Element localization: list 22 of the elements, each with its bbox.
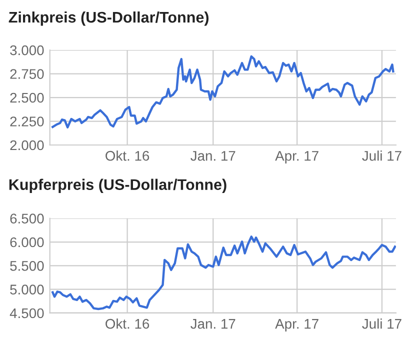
line-series xyxy=(52,236,396,310)
x-tick-label: Jan. 17 xyxy=(190,151,236,161)
y-tick-label: 2.500 xyxy=(10,92,44,103)
y-tick-label: 5.500 xyxy=(10,261,44,271)
line-series xyxy=(52,55,394,128)
y-tick-label: 2.750 xyxy=(10,69,44,79)
y-tick-label: 3.000 xyxy=(10,45,44,56)
x-tick-label: Juli 17 xyxy=(362,150,402,161)
y-tick-label: 4.500 xyxy=(10,308,44,318)
chart-title: Zinkpreis (US-Dollar/Tonne) xyxy=(8,11,209,26)
y-tick-label: 2.250 xyxy=(10,116,44,126)
x-tick-label: Okt. 16 xyxy=(106,150,150,161)
x-tick-label: Jan. 17 xyxy=(190,319,236,329)
y-tick-label: 2.000 xyxy=(10,140,44,150)
chart-title: Kupferpreis (US-Dollar/Tonne) xyxy=(9,178,226,194)
y-tick-label: 5.000 xyxy=(10,284,44,294)
x-tick-label: Juli 17 xyxy=(362,318,402,329)
x-tick-label: Okt. 16 xyxy=(106,318,150,329)
x-tick-label: Apr. 17 xyxy=(275,319,318,332)
x-tick-label: Apr. 17 xyxy=(275,151,318,164)
y-tick-label: 6.500 xyxy=(10,214,44,224)
y-tick-label: 6.000 xyxy=(10,237,44,248)
